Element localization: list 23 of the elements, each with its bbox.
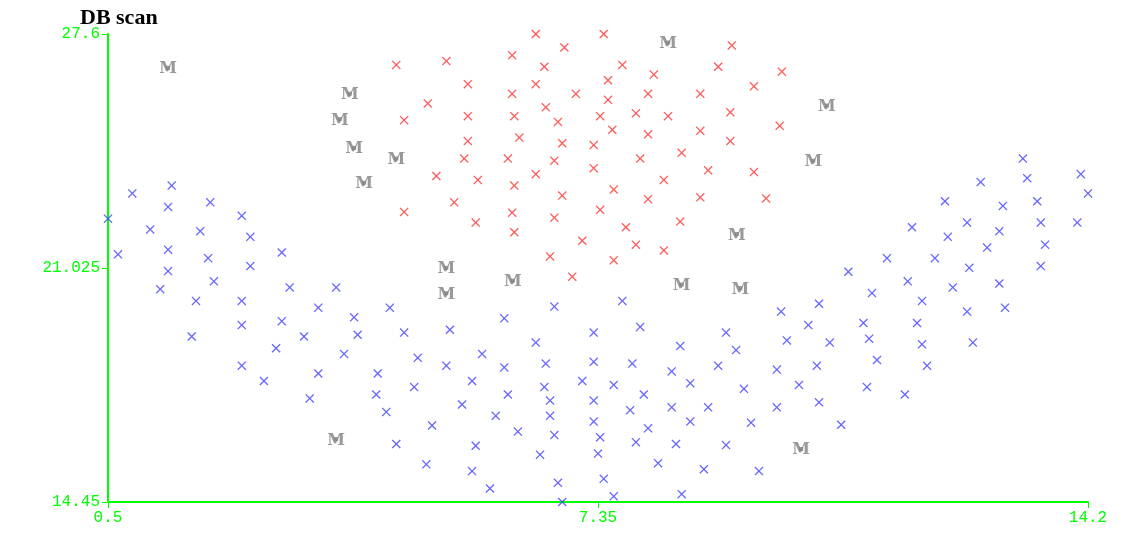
data-label: M <box>659 33 677 53</box>
data-label: M <box>672 275 691 295</box>
data-label: M <box>340 84 359 104</box>
data-label: M <box>731 278 750 298</box>
y-tick-label: 27.6 <box>61 25 100 43</box>
data-label: M <box>727 224 746 244</box>
data-label: M <box>355 173 373 193</box>
data-label: M <box>330 109 349 129</box>
y-tick-label: 14.45 <box>51 493 100 511</box>
data-label: M <box>327 429 346 449</box>
data-label: M <box>504 271 522 291</box>
x-tick-label: 14.2 <box>1068 509 1108 527</box>
data-label: M <box>437 258 456 278</box>
data-label: M <box>818 96 836 116</box>
data-label: M <box>159 58 177 78</box>
data-label: M <box>437 283 456 303</box>
data-label: M <box>804 151 823 171</box>
data-label: M <box>387 149 406 169</box>
y-tick-label: 21.025 <box>42 259 100 277</box>
data-label: M <box>345 138 363 158</box>
x-tick-label: 0.5 <box>93 509 123 527</box>
data-label: M <box>792 439 811 459</box>
x-tick-label: 7.35 <box>578 509 618 527</box>
